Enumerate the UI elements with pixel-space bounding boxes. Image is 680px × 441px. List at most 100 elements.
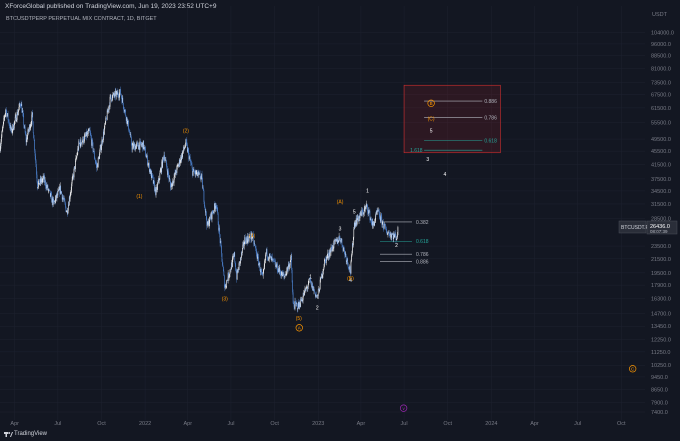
candle-body — [278, 268, 280, 272]
candle-body — [345, 253, 347, 256]
candle-body — [286, 272, 287, 276]
candle-body — [346, 260, 347, 262]
candle-body — [110, 94, 112, 98]
candle-body — [45, 186, 47, 189]
candle-body — [55, 198, 56, 203]
y-tick-label: 14700.0 — [651, 311, 671, 317]
candle-body — [160, 168, 162, 172]
candle-body — [295, 301, 296, 303]
candle-body — [176, 166, 178, 173]
candle-body — [70, 189, 72, 193]
candle-body — [377, 209, 379, 212]
x-tick-label: Jul — [54, 421, 61, 427]
candle-body — [16, 119, 17, 122]
x-tick-label: Apr — [530, 421, 539, 427]
candle-body — [382, 221, 384, 222]
time-axis[interactable]: Apr Jul Oct 2022 Apr Jul Oct 2023 Apr Jul Oct 2024 A… — [10, 421, 626, 427]
candle-body — [194, 172, 196, 175]
candle-body — [130, 134, 132, 138]
candle-body — [353, 222, 355, 229]
candle-body — [148, 163, 150, 165]
candle-body — [282, 272, 283, 277]
candle-body — [224, 286, 226, 289]
candle-body — [32, 112, 34, 122]
wave-label: (B) — [347, 276, 354, 282]
candle-body — [144, 147, 146, 149]
candle-body — [98, 156, 100, 159]
candle-body — [264, 260, 265, 267]
candle-body — [163, 155, 165, 160]
candle-body — [326, 257, 328, 259]
candle-body — [43, 176, 44, 180]
candle-body — [90, 135, 92, 139]
candle-body — [105, 117, 107, 123]
candle-body — [191, 165, 193, 168]
candle-body — [283, 274, 285, 277]
candle-body — [50, 193, 52, 197]
x-tick-label: Jul — [227, 421, 234, 427]
candle-body — [369, 210, 370, 212]
candle-body — [289, 261, 291, 266]
candle-body — [203, 190, 205, 202]
candle-body — [373, 223, 375, 226]
y-tick-label: 104000.0 — [651, 30, 674, 36]
candle-body — [156, 187, 158, 190]
candle-body — [396, 238, 397, 241]
candle-body — [44, 176, 45, 183]
candle-body — [161, 161, 163, 173]
candle-body — [239, 261, 241, 264]
y-tick-label: 61500.0 — [651, 106, 671, 112]
candle-body — [169, 178, 170, 180]
candle-body — [393, 233, 395, 237]
candle-body — [183, 146, 184, 152]
candle-body — [249, 234, 251, 237]
candle-body — [255, 248, 257, 251]
candle-body — [9, 125, 11, 129]
candle-body — [278, 268, 279, 273]
y-tick-label: 19500.0 — [651, 271, 671, 277]
candle-body — [230, 269, 231, 271]
candle-body — [151, 173, 153, 176]
candle-body — [308, 279, 310, 285]
candle-body — [351, 256, 352, 262]
candle-body — [166, 160, 167, 166]
candle-body — [77, 148, 79, 155]
candle-body — [4, 116, 6, 118]
candle-body — [39, 183, 41, 185]
candle-body — [262, 274, 264, 276]
candle-body — [181, 153, 183, 158]
wave-label: 1 — [309, 274, 312, 280]
x-tick-label: Jul — [401, 421, 408, 427]
candle-body — [22, 111, 24, 113]
candle-body — [122, 97, 123, 103]
candle-body — [150, 170, 152, 178]
candle-body — [246, 237, 247, 239]
candle-body — [330, 247, 332, 253]
candle-body — [386, 232, 388, 235]
candle-body — [160, 168, 162, 173]
candle-body — [146, 155, 148, 157]
candle-body — [33, 132, 34, 139]
candle-body — [38, 182, 39, 188]
y-tick-label: 28500.0 — [651, 216, 671, 222]
wave-label-circle — [399, 404, 408, 412]
candle-body — [251, 233, 253, 239]
candle-body — [302, 300, 303, 302]
candle-body — [197, 172, 199, 175]
candle-body — [341, 238, 343, 245]
candle-body — [202, 177, 203, 189]
candle-body — [248, 236, 250, 242]
candle-body — [276, 263, 278, 268]
candle-body — [68, 204, 70, 206]
candle-body — [117, 92, 119, 96]
candle-body — [50, 193, 52, 195]
candle-body — [71, 183, 72, 190]
candle-body — [71, 179, 73, 184]
candle-body — [225, 284, 227, 287]
price-axis[interactable]: USDT 104000.0 96000.0 88500.0 81000.0 73500.0… — [651, 12, 674, 416]
candle-body — [44, 180, 46, 183]
candle-body — [154, 187, 156, 191]
candle-body — [394, 233, 396, 236]
footer: TradingView — [0, 430, 200, 441]
